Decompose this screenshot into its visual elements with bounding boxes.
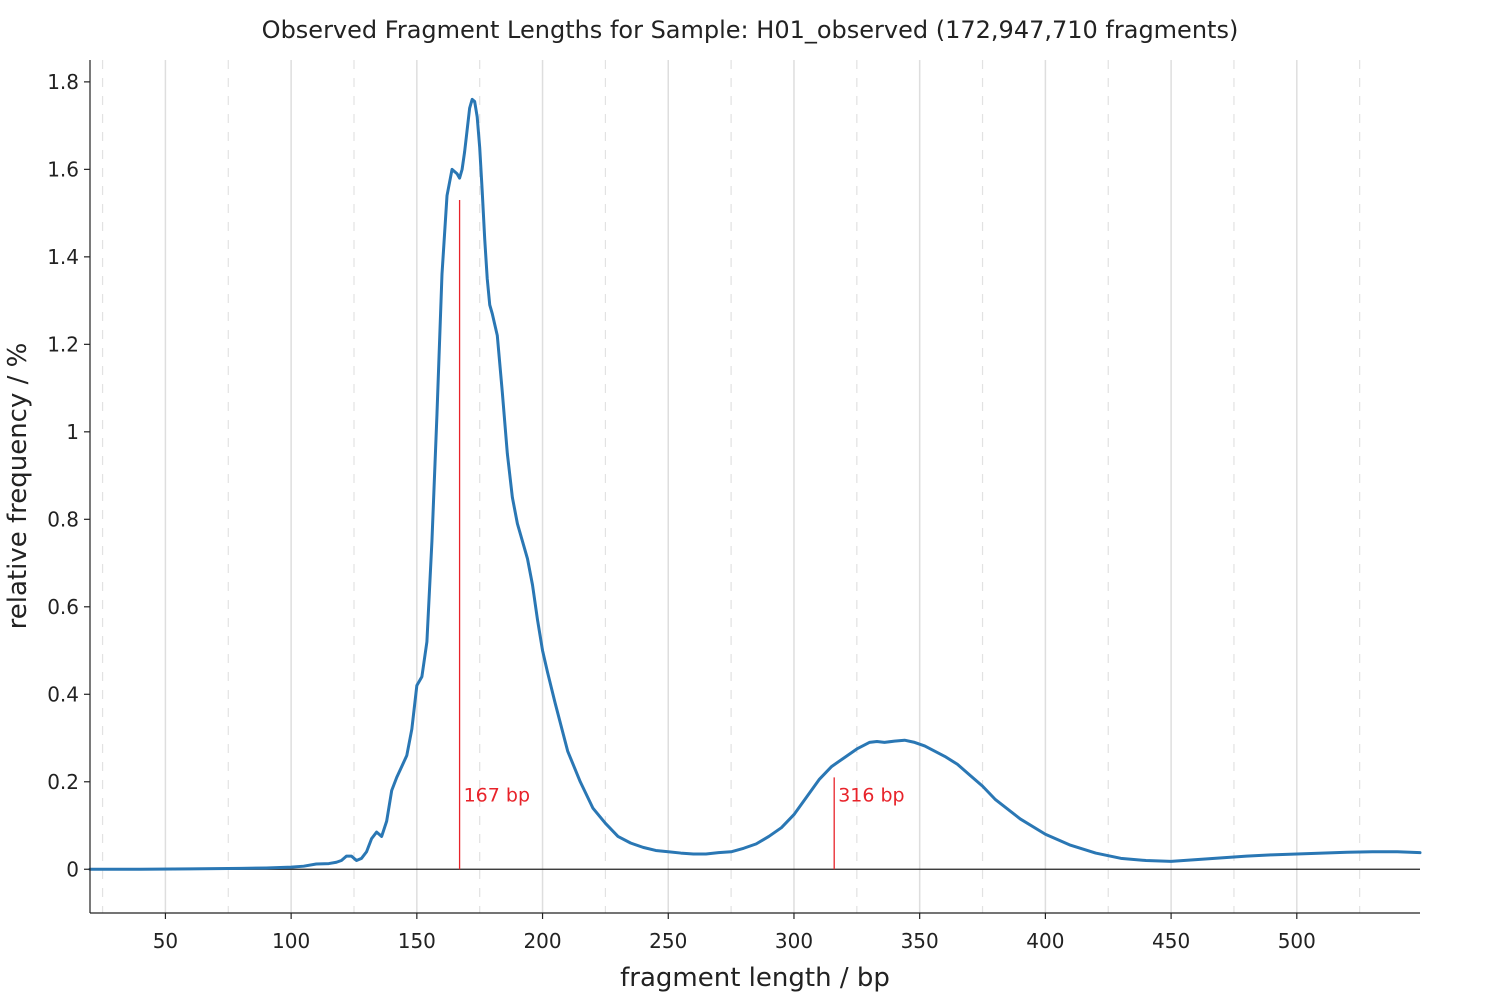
grid-minor [101,60,1361,913]
annotation-labels: 167 bp 316 bp [464,784,905,806]
y-tick-label: 0.4 [47,682,79,706]
x-tick-labels: 50 100 150 200 250 300 350 400 450 500 [153,929,1316,953]
grid-major [164,60,1298,913]
x-axis-label: fragment length / bp [620,963,890,993]
frequency-line [88,97,1422,871]
x-tick-label: 500 [1278,929,1316,953]
x-tick-label: 150 [398,929,436,953]
y-tick-labels: 0 0.2 0.4 0.6 0.8 1 1.2 1.4 1.6 1.8 [47,70,79,881]
x-tick-label: 350 [901,929,939,953]
x-tick-label: 250 [649,929,687,953]
y-tick-label: 1.8 [47,70,79,94]
y-tick-label: 0.2 [47,770,79,794]
annotation-label: 167 bp [464,784,530,806]
x-tick-label: 50 [153,929,178,953]
annotation-label: 316 bp [838,784,904,806]
y-axis-label: relative frequency / % [3,343,33,630]
x-tick-label: 100 [272,929,310,953]
axes [84,60,1420,919]
x-tick-label: 300 [775,929,813,953]
y-tick-label: 0 [66,857,79,881]
x-tick-label: 450 [1152,929,1190,953]
y-tick-label: 0.8 [47,507,79,531]
annotation-lines [458,199,835,870]
y-tick-label: 1.6 [47,157,79,181]
chart-title: Observed Fragment Lengths for Sample: H0… [262,16,1239,44]
y-tick-label: 1 [66,420,79,444]
x-tick-label: 400 [1026,929,1064,953]
y-tick-label: 1.2 [47,332,79,356]
y-tick-label: 1.4 [47,245,79,269]
y-tick-label: 0.6 [47,595,79,619]
x-tick-label: 200 [523,929,561,953]
